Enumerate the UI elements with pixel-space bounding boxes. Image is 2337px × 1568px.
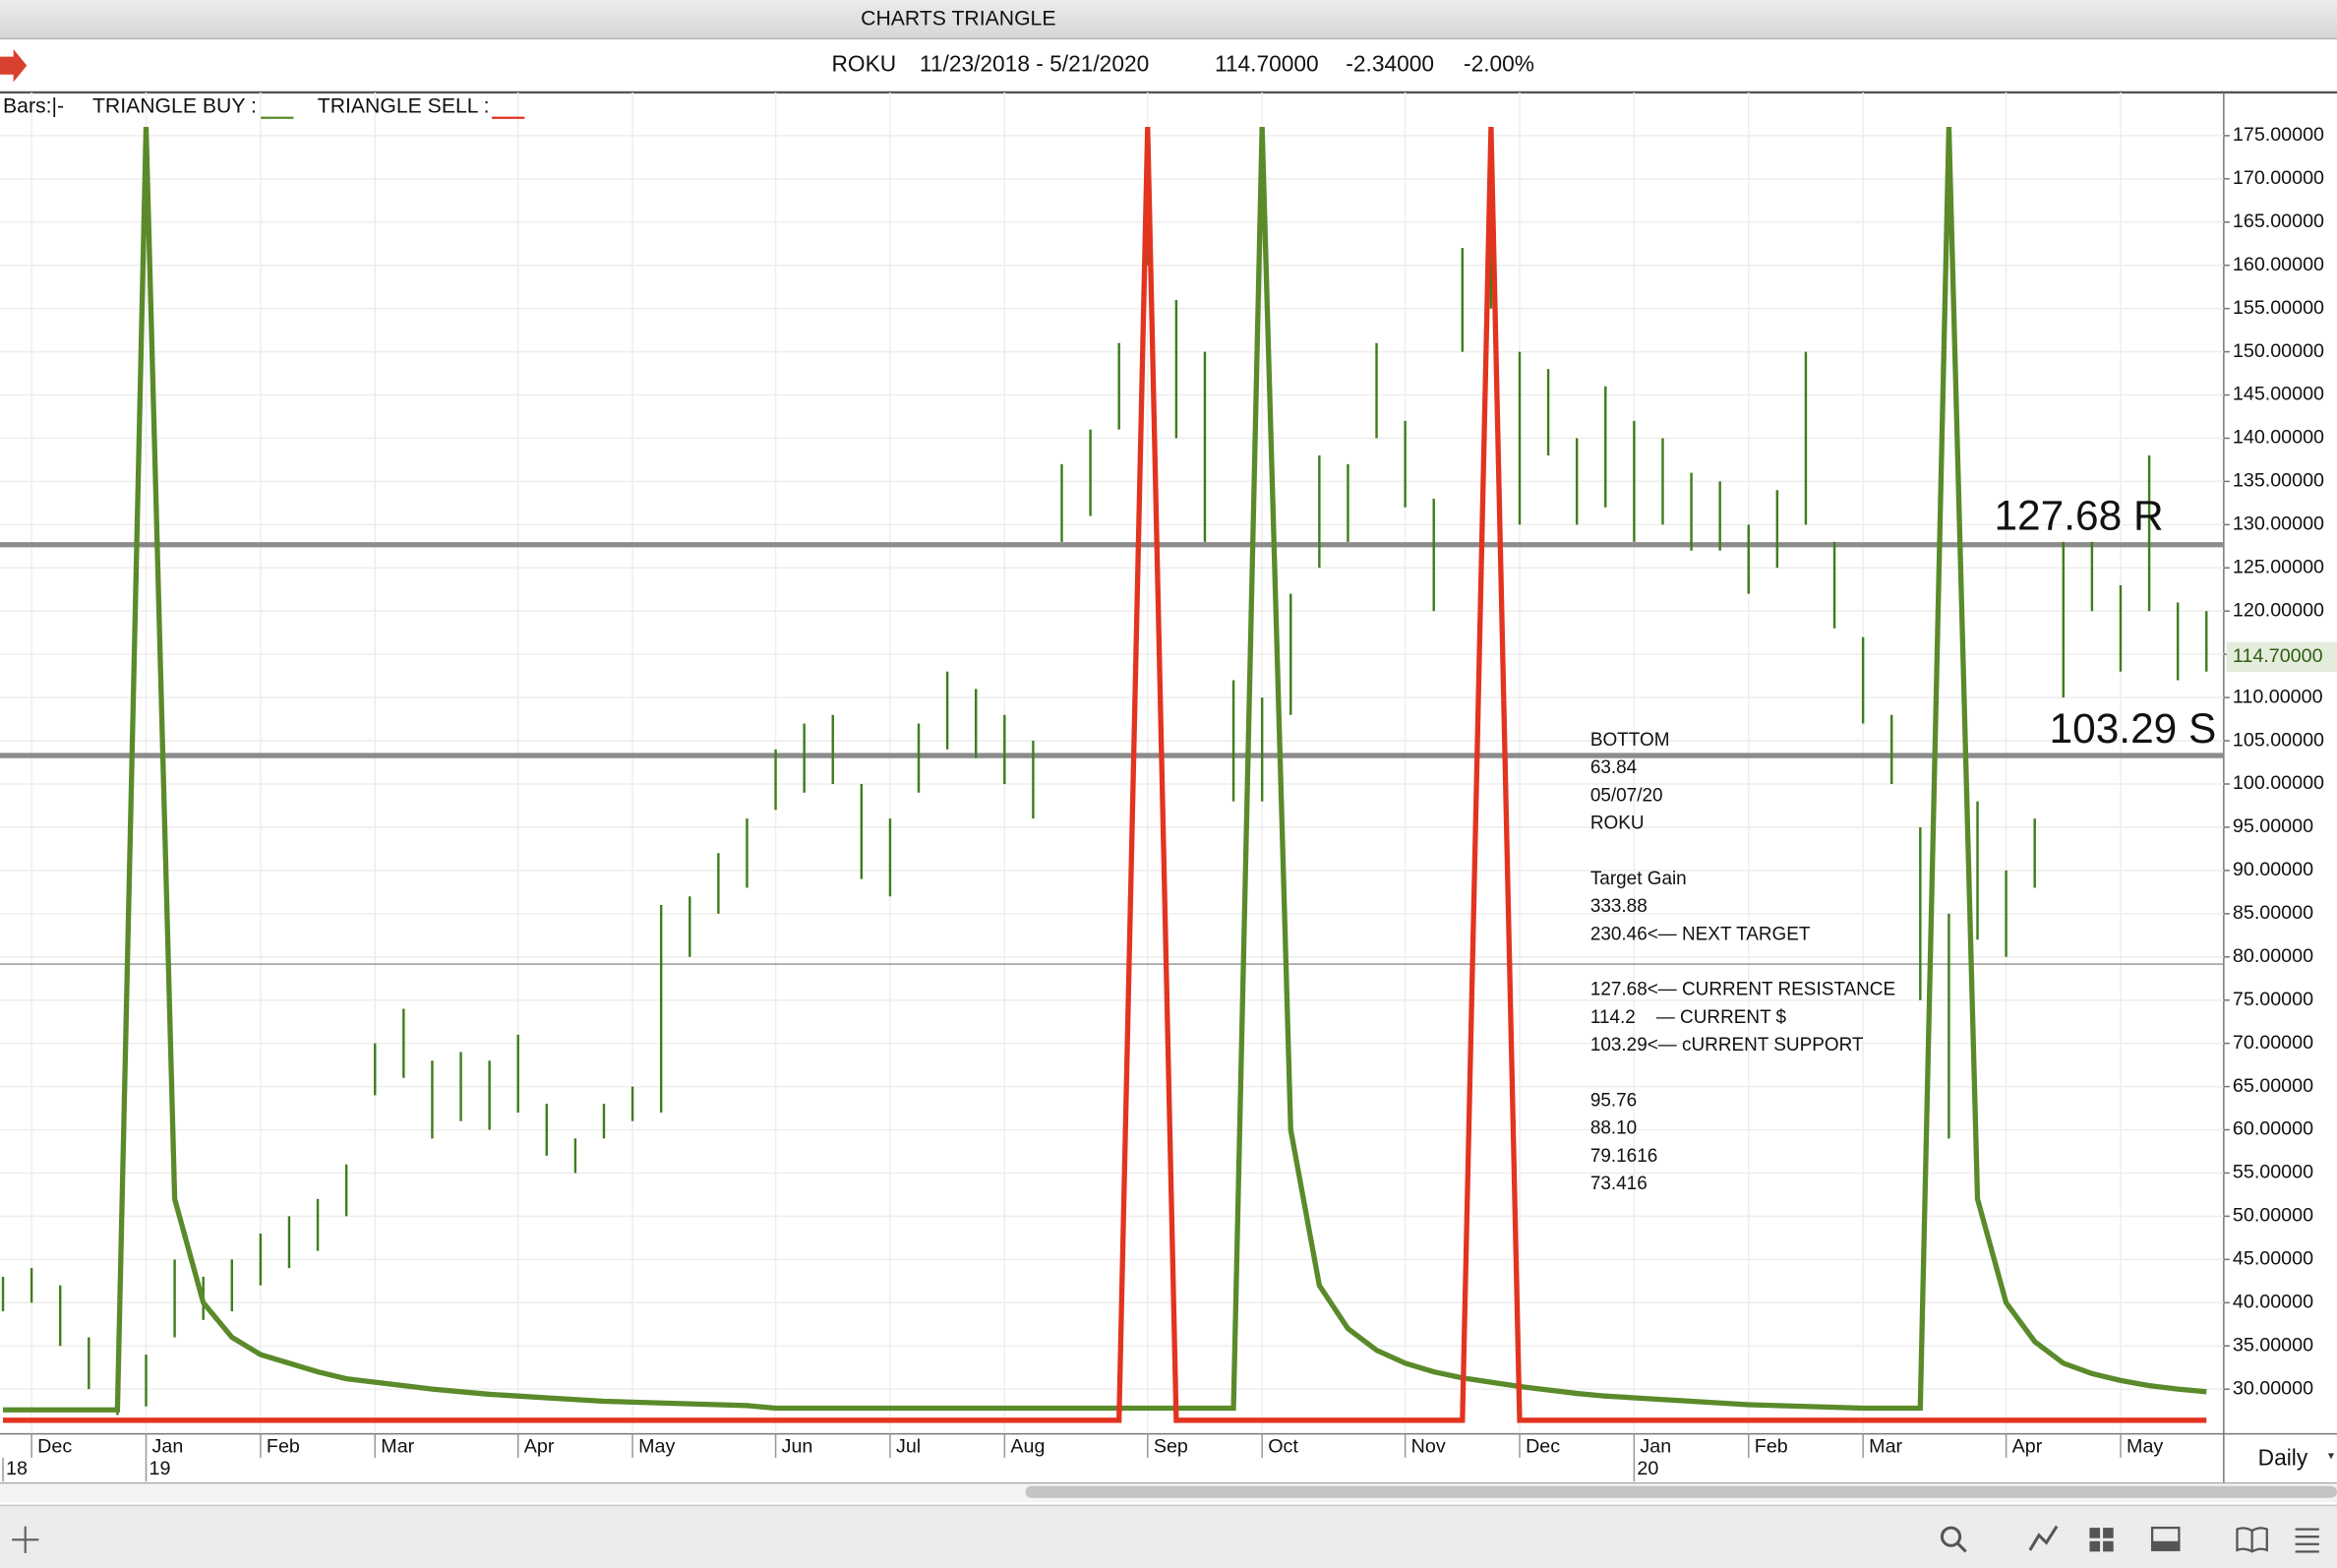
y-tick-label: 45.00000 bbox=[2233, 1248, 2313, 1270]
year-label: 19 bbox=[150, 1458, 171, 1479]
y-tick-label: 125.00000 bbox=[2233, 556, 2324, 577]
annotation-line: BOTTOM bbox=[1590, 730, 1670, 751]
year-label: 20 bbox=[1637, 1458, 1658, 1479]
title-bar bbox=[0, 0, 2337, 39]
annotation-line: 230.46<— NEXT TARGET bbox=[1590, 924, 1811, 944]
y-tick-label: 75.00000 bbox=[2233, 989, 2313, 1010]
x-tick-label: Jun bbox=[782, 1435, 813, 1457]
x-tick-label: Apr bbox=[524, 1435, 555, 1457]
indicator-line bbox=[3, 127, 2207, 1413]
level-label: 103.29 S bbox=[2050, 705, 2217, 752]
y-tick-label: 50.00000 bbox=[2233, 1205, 2313, 1227]
x-tick-label: Mar bbox=[1869, 1435, 1902, 1457]
panel-button[interactable] bbox=[2150, 1526, 2181, 1551]
y-tick-label: 110.00000 bbox=[2233, 686, 2323, 707]
y-tick-label: 85.00000 bbox=[2233, 902, 2313, 924]
annotation-line: 79.1616 bbox=[1590, 1146, 1657, 1167]
y-tick-label: 100.00000 bbox=[2233, 772, 2324, 794]
last-price-label: 114.70000 bbox=[2233, 645, 2323, 667]
change: -2.34000 bbox=[1346, 51, 1434, 77]
x-tick-label: Jan bbox=[1640, 1435, 1671, 1457]
y-tick-label: 35.00000 bbox=[2233, 1334, 2313, 1356]
last-price: 114.70000 bbox=[1215, 51, 1319, 77]
chart-button[interactable] bbox=[2028, 1525, 2059, 1551]
legend-label: TRIANGLE SELL : bbox=[318, 95, 490, 118]
legend-label: Bars:|- bbox=[3, 95, 64, 118]
overlay: 30.00000 35.00000 40.00000 45.00000 50.00000… bbox=[2, 95, 2337, 1482]
plot-area bbox=[0, 91, 2224, 1433]
window-title: CHARTS TRIANGLE bbox=[861, 7, 1055, 30]
y-tick-label: 70.00000 bbox=[2233, 1032, 2313, 1054]
list-button[interactable] bbox=[2295, 1528, 2319, 1553]
x-tick-label: Aug bbox=[1010, 1435, 1045, 1457]
legend-label: TRIANGLE BUY : bbox=[92, 95, 257, 118]
annotation-line: ROKU bbox=[1590, 814, 1645, 834]
y-tick-label: 130.00000 bbox=[2233, 513, 2324, 535]
x-tick-label: Nov bbox=[1411, 1435, 1446, 1457]
annotation-line: Target Gain bbox=[1590, 869, 1687, 889]
x-tick-label: Dec bbox=[1526, 1435, 1560, 1457]
annotation-line: 127.68<— CURRENT RESISTANCE bbox=[1590, 980, 1895, 1000]
change-percent: -2.00% bbox=[1464, 51, 1534, 77]
y-tick-label: 95.00000 bbox=[2233, 815, 2313, 837]
search-button[interactable] bbox=[1940, 1526, 1967, 1553]
y-tick-label: 80.00000 bbox=[2233, 945, 2313, 967]
x-tick-label: Feb bbox=[1755, 1435, 1788, 1457]
y-tick-label: 175.00000 bbox=[2233, 124, 2324, 146]
nav-arrow[interactable] bbox=[0, 49, 28, 83]
annotation-line: 103.29<— cURRENT SUPPORT bbox=[1590, 1035, 1864, 1055]
date-range: 11/23/2018 - 5/21/2020 bbox=[920, 51, 1149, 77]
x-tick-label: Apr bbox=[2012, 1435, 2043, 1457]
toolbar bbox=[0, 1505, 2337, 1568]
y-tick-label: 55.00000 bbox=[2233, 1162, 2313, 1183]
x-tick-label: Jan bbox=[152, 1435, 184, 1457]
grid-button[interactable] bbox=[2089, 1528, 2114, 1552]
annotation-line: 63.84 bbox=[1590, 757, 1637, 778]
y-tick-label: 30.00000 bbox=[2233, 1377, 2313, 1399]
last-price-marker bbox=[2226, 641, 2337, 672]
y-tick-label: 170.00000 bbox=[2233, 167, 2324, 189]
dropdown-arrow bbox=[2327, 1453, 2334, 1460]
x-tick-label: Oct bbox=[1268, 1435, 1298, 1457]
x-tick-label: Feb bbox=[267, 1435, 300, 1457]
y-tick-label: 145.00000 bbox=[2233, 384, 2324, 405]
y-tick-label: 135.00000 bbox=[2233, 470, 2324, 492]
y-tick-label: 160.00000 bbox=[2233, 254, 2324, 275]
y-tick-label: 40.00000 bbox=[2233, 1291, 2313, 1312]
scrollbar-thumb[interactable] bbox=[1025, 1485, 2337, 1498]
annotation-line: 05/07/20 bbox=[1590, 785, 1663, 806]
y-tick-label: 155.00000 bbox=[2233, 297, 2324, 319]
y-tick-label: 60.00000 bbox=[2233, 1118, 2313, 1140]
y-tick-label: 140.00000 bbox=[2233, 427, 2324, 449]
y-tick-label: 120.00000 bbox=[2233, 599, 2324, 621]
y-tick-label: 105.00000 bbox=[2233, 729, 2324, 751]
annotation-line: 88.10 bbox=[1590, 1118, 1637, 1139]
x-tick-label: Mar bbox=[381, 1435, 414, 1457]
book-button[interactable] bbox=[2236, 1527, 2268, 1553]
year-label: 18 bbox=[6, 1458, 28, 1479]
x-tick-label: May bbox=[638, 1435, 675, 1457]
annotation-line: 114.2 — CURRENT $ bbox=[1590, 1007, 1787, 1028]
interval-select[interactable] bbox=[2226, 1435, 2337, 1482]
x-tick-label: Sep bbox=[1154, 1435, 1188, 1457]
y-tick-label: 65.00000 bbox=[2233, 1075, 2313, 1097]
annotation-line: 333.88 bbox=[1590, 896, 1648, 917]
add-button[interactable] bbox=[12, 1526, 39, 1553]
symbol: ROKU bbox=[832, 51, 897, 77]
annotation-line: 73.416 bbox=[1590, 1174, 1648, 1194]
annotation-line: 95.76 bbox=[1590, 1090, 1637, 1111]
y-tick-label: 165.00000 bbox=[2233, 211, 2324, 232]
y-tick-label: 150.00000 bbox=[2233, 340, 2324, 362]
y-tick-label: 90.00000 bbox=[2233, 859, 2313, 880]
indicator-line bbox=[3, 127, 2207, 1423]
x-tick-label: Jul bbox=[896, 1435, 921, 1457]
level-label: 127.68 R bbox=[1994, 492, 2163, 538]
x-tick-label: Dec bbox=[37, 1435, 72, 1457]
interval-label[interactable]: Daily bbox=[2258, 1444, 2308, 1470]
x-tick-label: May bbox=[2127, 1435, 2163, 1457]
